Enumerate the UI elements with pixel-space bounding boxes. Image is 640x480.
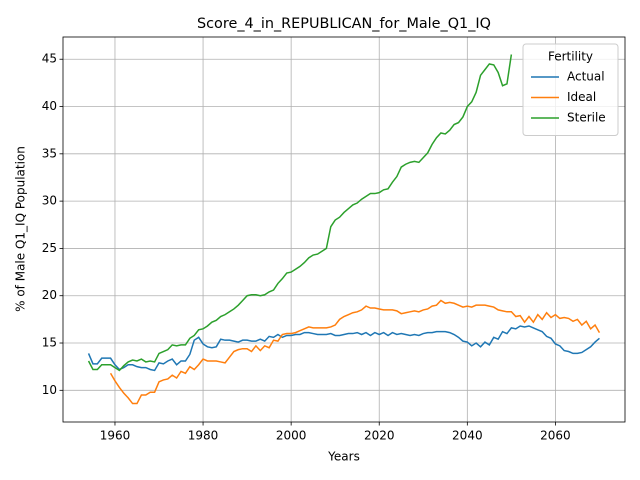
legend-box bbox=[522, 43, 619, 136]
x-tick-label: 2020 bbox=[364, 429, 395, 443]
y-tick-label: 15 bbox=[42, 336, 57, 350]
data-line bbox=[87, 54, 513, 372]
y-tick-label: 10 bbox=[42, 383, 57, 397]
legend: Fertility Actual Ideal Sterile bbox=[522, 43, 619, 136]
legend-label: Ideal bbox=[567, 90, 596, 104]
y-tick-label: 35 bbox=[42, 146, 57, 160]
y-tick-label: 20 bbox=[42, 288, 57, 302]
y-tick-label: 40 bbox=[42, 99, 57, 113]
data-line bbox=[87, 325, 600, 372]
plot-frame bbox=[62, 36, 626, 423]
chart-title: Score_4_in_REPUBLICAN_for_Male_Q1_IQ bbox=[197, 16, 491, 32]
x-axis-label: Years bbox=[327, 450, 360, 464]
x-tick-label: 2040 bbox=[452, 429, 483, 443]
x-tick-label: 1960 bbox=[100, 429, 131, 443]
legend-label: Sterile bbox=[567, 111, 606, 125]
x-tick-label: 2060 bbox=[540, 429, 571, 443]
y-tick-label: 25 bbox=[42, 241, 57, 255]
x-tick-label: 1980 bbox=[188, 429, 219, 443]
x-tick-label: 2000 bbox=[276, 429, 307, 443]
y-tick-label: 45 bbox=[42, 52, 57, 66]
y-axis-label: % of Male Q1_IQ Population bbox=[14, 146, 28, 312]
legend-label: Actual bbox=[567, 70, 605, 84]
legend-title: Fertility bbox=[548, 50, 593, 64]
y-tick-label: 30 bbox=[42, 194, 57, 208]
data-line bbox=[109, 299, 601, 405]
